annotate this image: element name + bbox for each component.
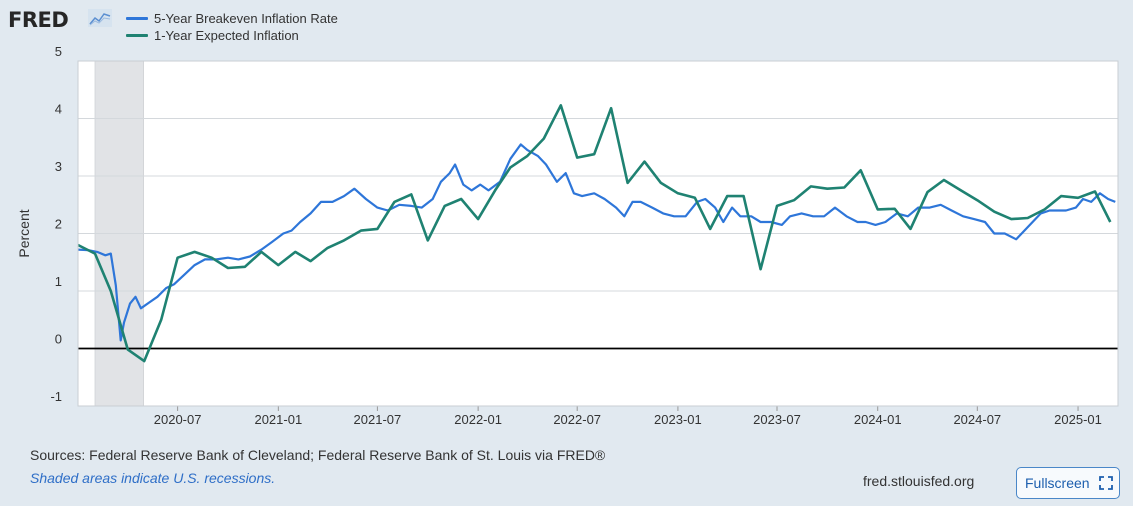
- legend-item-expected[interactable]: 1-Year Expected Inflation: [124, 27, 338, 44]
- y-tick-label: -1: [50, 389, 62, 404]
- chart-header: FRED 5-Year Breakeven Inflation Rate 1-Y…: [6, 6, 606, 46]
- x-tick-label: 2022-07: [553, 412, 601, 427]
- line-chart[interactable]: -1 0 1 2 3 4 5 2020-07 2021-01 2021-07 2022-01 2022…: [0, 44, 1133, 444]
- x-tick-label: 2021-07: [354, 412, 402, 427]
- x-tick-label: 2021-01: [254, 412, 302, 427]
- fred-url[interactable]: fred.stlouisfed.org: [863, 473, 975, 489]
- x-tick-label: 2022-01: [454, 412, 502, 427]
- x-tick-label: 2025-01: [1054, 412, 1102, 427]
- y-axis-label: Percent: [16, 209, 32, 257]
- legend-swatch-breakeven: [126, 17, 148, 20]
- y-tick-label: 0: [55, 332, 62, 347]
- series-line-expected[interactable]: [77, 103, 1112, 363]
- y-tick-label: 1: [55, 274, 62, 289]
- x-tick-label: 2023-07: [753, 412, 801, 427]
- fred-logo-graph-icon: [88, 9, 112, 27]
- plot-border: [77, 60, 1119, 407]
- x-tick-label: 2023-01: [654, 412, 702, 427]
- fullscreen-button[interactable]: Fullscreen: [1016, 467, 1120, 499]
- y-tick-label: 4: [55, 102, 62, 117]
- legend-label-breakeven: 5-Year Breakeven Inflation Rate: [154, 11, 338, 26]
- chart-legend: 5-Year Breakeven Inflation Rate 1-Year E…: [124, 10, 338, 44]
- series-line-breakeven[interactable]: [77, 143, 1116, 342]
- y-tick-label: 2: [55, 217, 62, 232]
- sources-text: Sources: Federal Reserve Bank of Clevela…: [30, 447, 606, 463]
- fred-logo[interactable]: FRED: [8, 8, 69, 32]
- y-tick-label: 5: [55, 44, 62, 59]
- x-tick-label: 2024-07: [953, 412, 1001, 427]
- fullscreen-label: Fullscreen: [1025, 475, 1090, 491]
- legend-item-breakeven[interactable]: 5-Year Breakeven Inflation Rate: [124, 10, 338, 27]
- legend-swatch-expected: [126, 34, 148, 37]
- y-tick-label: 3: [55, 159, 62, 174]
- x-tick-label: 2020-07: [154, 412, 202, 427]
- x-tick-label: 2024-01: [854, 412, 902, 427]
- legend-label-expected: 1-Year Expected Inflation: [154, 28, 299, 43]
- recession-note: Shaded areas indicate U.S. recessions.: [30, 470, 276, 486]
- fullscreen-icon: [1099, 476, 1113, 490]
